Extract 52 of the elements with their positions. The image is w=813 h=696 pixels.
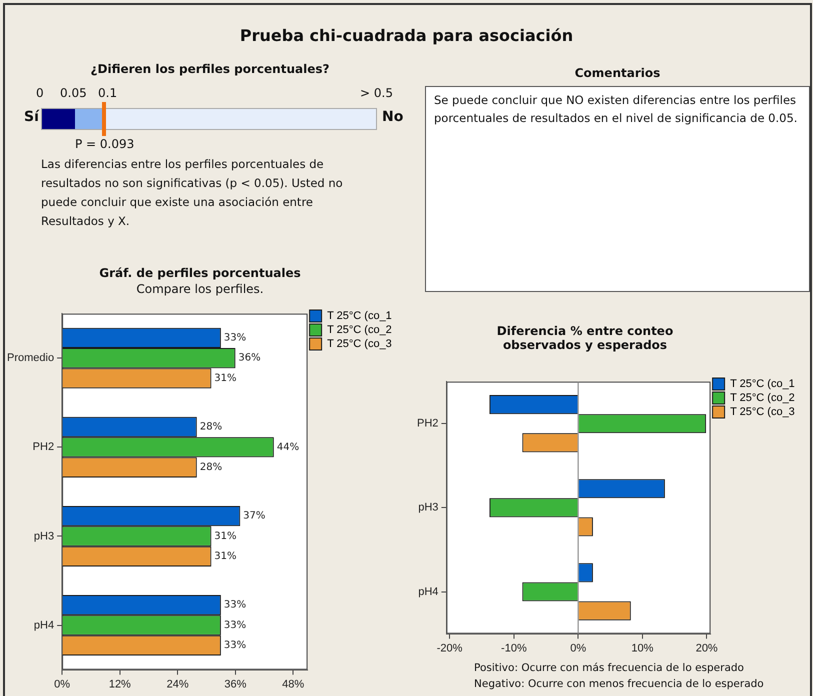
y-tick-label: Promedio: [7, 352, 54, 364]
x-tick-label: 10%: [631, 642, 654, 654]
data-label: 28%: [200, 422, 222, 433]
legend-label: T 25°C (co_2: [327, 324, 392, 336]
y-tick-label: PH2: [32, 441, 54, 454]
data-label: 31%: [214, 551, 237, 562]
y-tick-label: PH2: [416, 418, 438, 430]
y-tick-label: pH3: [418, 502, 438, 514]
text: Las diferencias entre los perfiles porcentuales de resultados no son significativas (p < 0.05). Usted no puede concluir que existe una asociación entre Resultados y X.: [41, 156, 344, 230]
y-tick-label: pH4: [34, 619, 54, 632]
x-tick-label: 0%: [570, 642, 586, 654]
legend-label: T 25°C (co_1: [327, 310, 392, 322]
text: ¿Difieren los perfiles porcentuales?: [90, 62, 330, 76]
text: No: [382, 109, 404, 125]
y-tick-label: pH4: [418, 586, 438, 598]
data-label: 44%: [276, 442, 300, 453]
data-label: 31%: [214, 530, 237, 542]
data-label: 33%: [224, 332, 246, 344]
legend-label: T 25°C (co_2: [730, 392, 795, 404]
text: Prueba chi-cuadrada para asociación: [238, 26, 574, 45]
data-label: 33%: [224, 640, 246, 652]
chart-subtitle: Compare los perfiles.: [135, 282, 265, 296]
data-label: 37%: [243, 510, 266, 522]
x-tick-label: 48%: [282, 678, 304, 690]
text: > 0.5: [360, 86, 393, 100]
chart-title: Gráf. de perfiles porcentuales: [98, 266, 302, 280]
data-label: 28%: [200, 462, 222, 473]
text: 0.05: [60, 86, 87, 100]
chart-title: Diferencia % entre conteo observados y esperados: [496, 324, 674, 352]
x-tick-label: 20%: [696, 642, 718, 654]
x-tick-label: 24%: [166, 678, 189, 690]
legend-label: T 25°C (co_1: [730, 378, 795, 390]
y-tick-label: pH3: [34, 530, 54, 542]
x-tick-label: 36%: [224, 678, 247, 690]
text: Negativo: Ocurre con menos frecuencia de lo esperado: [474, 678, 764, 690]
x-tick-label: 12%: [108, 678, 132, 690]
text: P = 0.093: [75, 137, 134, 151]
x-tick-label: 0%: [54, 678, 70, 690]
text: 0: [36, 86, 44, 100]
legend-label: T 25°C (co_3: [730, 406, 795, 418]
text: Sí: [24, 109, 39, 125]
data-label: 33%: [224, 620, 246, 631]
x-tick-label: -20%: [436, 642, 463, 654]
data-label: 33%: [224, 600, 246, 611]
text: Positivo: Ocurre con más frecuencia de lo esperado: [474, 662, 744, 674]
legend-label: T 25°C (co_3: [327, 338, 392, 350]
text: Se puede concluir que NO existen diferencias entre los perfiles porcentuales de resultados en el nivel de significancia de 0.05.: [434, 92, 798, 127]
data-label: 36%: [238, 352, 261, 364]
text: Comentarios: [574, 66, 662, 80]
data-label: 31%: [214, 372, 237, 384]
x-tick-label: -10%: [501, 642, 527, 654]
text: 0.1: [98, 86, 118, 100]
